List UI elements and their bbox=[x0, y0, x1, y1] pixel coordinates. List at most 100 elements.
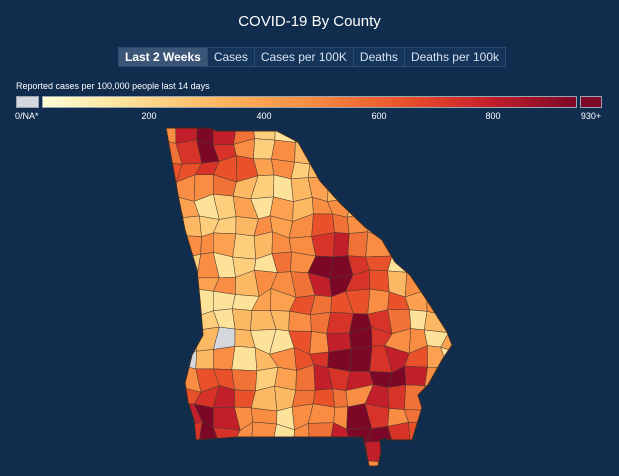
county[interactable] bbox=[307, 158, 329, 178]
county[interactable] bbox=[251, 421, 277, 444]
county[interactable] bbox=[275, 466, 292, 476]
county[interactable] bbox=[426, 289, 447, 316]
county[interactable] bbox=[231, 346, 258, 372]
county[interactable] bbox=[444, 138, 462, 159]
county[interactable] bbox=[271, 139, 296, 163]
county[interactable] bbox=[308, 422, 335, 450]
county[interactable] bbox=[198, 443, 220, 466]
county[interactable] bbox=[462, 346, 481, 373]
county[interactable] bbox=[326, 311, 354, 334]
county[interactable] bbox=[384, 215, 411, 239]
county[interactable] bbox=[213, 465, 241, 476]
county[interactable] bbox=[327, 175, 353, 202]
county[interactable] bbox=[422, 140, 449, 163]
county[interactable] bbox=[442, 201, 465, 221]
county[interactable] bbox=[441, 233, 467, 258]
county[interactable] bbox=[440, 156, 464, 182]
county[interactable] bbox=[460, 270, 483, 291]
county[interactable] bbox=[427, 408, 444, 430]
county[interactable] bbox=[463, 422, 480, 449]
county[interactable] bbox=[462, 201, 484, 221]
county[interactable] bbox=[405, 253, 427, 275]
county[interactable] bbox=[444, 120, 462, 141]
county[interactable] bbox=[442, 366, 463, 386]
county[interactable] bbox=[252, 118, 276, 141]
county[interactable] bbox=[467, 463, 485, 476]
county[interactable] bbox=[332, 388, 349, 408]
county[interactable] bbox=[256, 468, 275, 476]
county[interactable] bbox=[308, 403, 335, 424]
county[interactable] bbox=[403, 465, 429, 476]
county[interactable] bbox=[425, 177, 448, 203]
county[interactable] bbox=[212, 121, 238, 146]
county[interactable] bbox=[365, 163, 390, 176]
county[interactable] bbox=[461, 385, 487, 409]
county[interactable] bbox=[350, 159, 367, 177]
county[interactable] bbox=[465, 255, 483, 275]
tab-cases-per-100k[interactable]: Cases per 100K bbox=[254, 47, 354, 67]
tab-cases[interactable]: Cases bbox=[207, 47, 255, 67]
county[interactable] bbox=[213, 290, 236, 311]
county[interactable] bbox=[405, 231, 427, 256]
county[interactable] bbox=[402, 196, 427, 219]
county[interactable] bbox=[288, 310, 312, 332]
county[interactable] bbox=[347, 231, 369, 258]
county[interactable] bbox=[156, 270, 179, 294]
county[interactable] bbox=[307, 443, 332, 463]
county[interactable] bbox=[464, 181, 485, 202]
county[interactable] bbox=[309, 331, 329, 355]
county[interactable] bbox=[311, 232, 335, 258]
county[interactable] bbox=[425, 120, 447, 145]
county[interactable] bbox=[253, 138, 276, 160]
county[interactable] bbox=[387, 175, 411, 203]
county[interactable] bbox=[442, 384, 465, 410]
county[interactable] bbox=[428, 460, 448, 476]
county[interactable] bbox=[387, 139, 409, 164]
county[interactable] bbox=[463, 442, 485, 464]
county[interactable] bbox=[387, 196, 411, 218]
county[interactable] bbox=[231, 369, 258, 392]
county[interactable] bbox=[156, 288, 180, 313]
county-polygons[interactable] bbox=[156, 118, 487, 476]
county[interactable] bbox=[233, 441, 257, 469]
county[interactable] bbox=[440, 180, 465, 203]
county[interactable] bbox=[157, 332, 180, 353]
county[interactable] bbox=[346, 197, 374, 218]
county[interactable] bbox=[351, 460, 368, 476]
county[interactable] bbox=[426, 233, 444, 256]
county[interactable] bbox=[444, 290, 461, 316]
county[interactable] bbox=[251, 441, 276, 468]
county[interactable] bbox=[161, 181, 178, 200]
county[interactable] bbox=[157, 427, 182, 449]
county[interactable] bbox=[440, 329, 468, 355]
county[interactable] bbox=[460, 291, 483, 312]
county[interactable] bbox=[231, 308, 253, 331]
county[interactable] bbox=[212, 426, 241, 444]
county[interactable] bbox=[384, 119, 412, 142]
county[interactable] bbox=[465, 409, 487, 427]
county[interactable] bbox=[177, 215, 202, 237]
county[interactable] bbox=[159, 383, 181, 405]
county[interactable] bbox=[178, 444, 201, 466]
county[interactable] bbox=[461, 367, 481, 388]
county[interactable] bbox=[195, 349, 214, 370]
county[interactable] bbox=[404, 365, 428, 387]
county[interactable] bbox=[408, 440, 429, 466]
county[interactable] bbox=[289, 440, 310, 467]
county[interactable] bbox=[466, 236, 483, 257]
county[interactable] bbox=[159, 403, 182, 430]
county[interactable] bbox=[178, 421, 203, 449]
county[interactable] bbox=[442, 218, 466, 237]
county[interactable] bbox=[157, 442, 183, 466]
county[interactable] bbox=[181, 465, 201, 476]
county[interactable] bbox=[292, 119, 314, 143]
county[interactable] bbox=[364, 139, 393, 165]
county[interactable] bbox=[307, 462, 332, 476]
county[interactable] bbox=[200, 232, 214, 255]
county[interactable] bbox=[409, 309, 428, 331]
county[interactable] bbox=[163, 232, 179, 260]
county[interactable] bbox=[157, 350, 181, 370]
county[interactable] bbox=[384, 440, 411, 466]
county[interactable] bbox=[351, 174, 373, 200]
county[interactable] bbox=[199, 465, 214, 476]
